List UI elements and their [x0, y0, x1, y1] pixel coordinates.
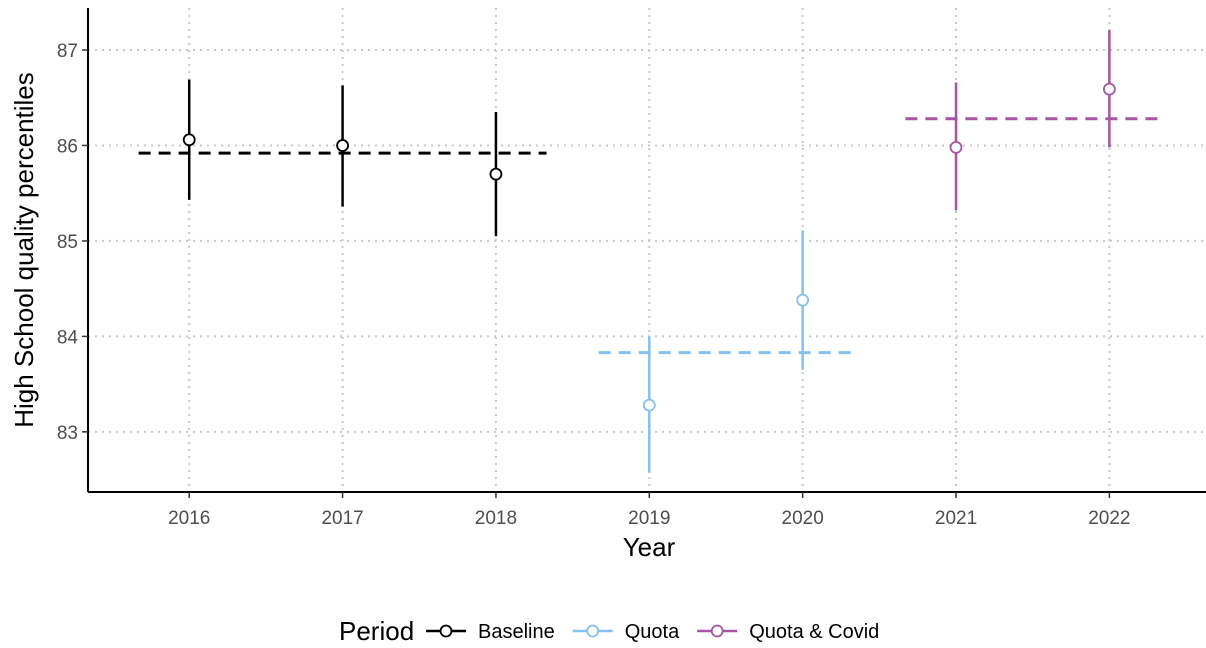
x-tick-label: 2022 [1088, 508, 1130, 529]
x-ticks: 2016 2017 2018 2019 2020 2021 2022 [168, 492, 1131, 529]
legend-key-point-baseline [439, 624, 453, 638]
point-quota-2020 [796, 293, 810, 307]
y-tick-label: 83 [57, 423, 78, 444]
axes [87, 8, 1206, 493]
legend-label-quota-covid: Quota & Covid [749, 621, 879, 643]
grid-lines [88, 8, 1206, 492]
y-tick-label: 87 [57, 41, 78, 62]
x-tick-label: 2017 [321, 508, 363, 529]
point-quota-2019 [642, 398, 656, 412]
x-tick-label: 2020 [782, 508, 824, 529]
y-axis-title: High School quality percentiles [9, 72, 39, 428]
data-points [182, 82, 1116, 412]
legend-key-point-quota-covid [710, 624, 724, 638]
point-baseline-2016 [182, 133, 196, 147]
legend-label-baseline: Baseline [478, 621, 555, 643]
legend-title: Period [339, 616, 414, 646]
x-tick-label: 2021 [935, 508, 977, 529]
point-baseline-2018 [489, 167, 503, 181]
x-tick-label: 2016 [168, 508, 210, 529]
legend-label-quota: Quota [625, 621, 680, 643]
y-ticks: 83 84 85 86 87 [57, 41, 88, 444]
y-tick-label: 84 [57, 327, 79, 348]
y-tick-label: 86 [57, 136, 78, 157]
point-quota-covid-2022 [1102, 82, 1116, 96]
x-tick-label: 2018 [475, 508, 517, 529]
legend-key-point-quota [586, 624, 600, 638]
x-axis-title: Year [623, 532, 676, 562]
x-tick-label: 2019 [628, 508, 670, 529]
legend: Period Baseline Quota Quota & Covid [339, 616, 879, 646]
y-tick-label: 85 [57, 232, 78, 253]
point-baseline-2017 [336, 139, 349, 152]
point-quota-covid-2021 [949, 140, 963, 154]
